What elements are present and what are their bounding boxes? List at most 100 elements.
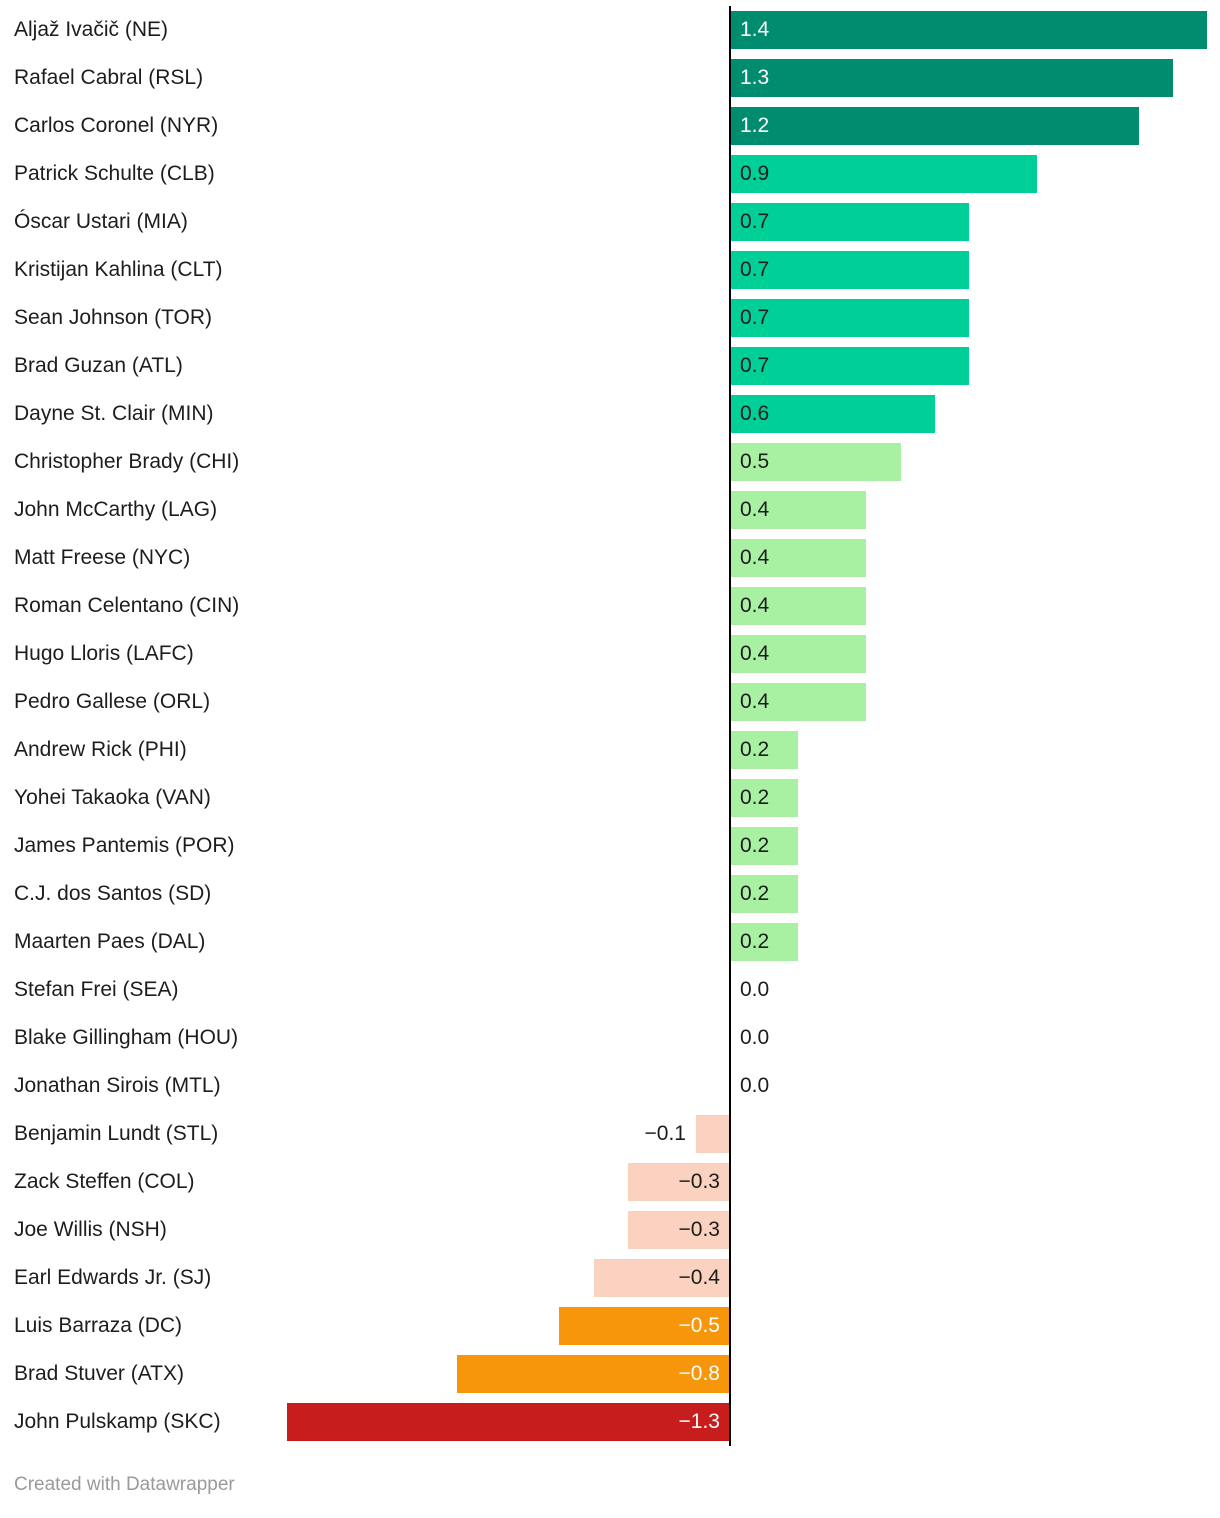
chart-row: James Pantemis (POR) 0.2 <box>0 822 1220 870</box>
category-label: Earl Edwards Jr. (SJ) <box>14 1266 212 1289</box>
chart-row: Yohei Takaoka (VAN) 0.2 <box>0 774 1220 822</box>
category-label: Aljaž Ivačič (NE) <box>14 18 169 41</box>
value-bar <box>287 1403 730 1441</box>
value-bar <box>730 203 969 241</box>
value-label: 0.5 <box>740 450 770 473</box>
value-bar <box>730 539 866 577</box>
value-label: 0.4 <box>740 594 770 617</box>
value-bar <box>628 1211 730 1249</box>
chart-rows: Aljaž Ivačič (NE) 1.4 Rafael Cabral (RSL) 1… <box>0 6 1220 1446</box>
value-label: −0.3 <box>678 1170 720 1193</box>
value-bar <box>730 779 798 817</box>
value-label: 0.7 <box>740 306 770 329</box>
chart-row: Roman Celentano (CIN) 0.4 <box>0 582 1220 630</box>
chart-row: Hugo Lloris (LAFC) 0.4 <box>0 630 1220 678</box>
value-label: 0.2 <box>740 834 770 857</box>
value-label: 1.3 <box>740 66 770 89</box>
category-label: Roman Celentano (CIN) <box>14 594 240 617</box>
value-bar <box>730 923 798 961</box>
chart-row: Aljaž Ivačič (NE) 1.4 <box>0 6 1220 54</box>
value-label: 0.4 <box>740 546 770 569</box>
value-label: −0.1 <box>644 1122 686 1145</box>
category-label: Yohei Takaoka (VAN) <box>14 786 211 809</box>
value-label: 0.2 <box>740 738 770 761</box>
value-label: −1.3 <box>678 1410 720 1433</box>
chart-row: Stefan Frei (SEA) 0.0 <box>0 966 1220 1014</box>
chart-row: Kristijan Kahlina (CLT) 0.7 <box>0 246 1220 294</box>
chart-row: Óscar Ustari (MIA) 0.7 <box>0 198 1220 246</box>
value-bar <box>730 395 935 433</box>
chart-row: Maarten Paes (DAL) 0.2 <box>0 918 1220 966</box>
value-label: 0.4 <box>740 690 770 713</box>
category-label: Rafael Cabral (RSL) <box>14 66 204 89</box>
value-label: 0.4 <box>740 642 770 665</box>
chart-row: Patrick Schulte (CLB) 0.9 <box>0 150 1220 198</box>
value-bar <box>559 1307 730 1345</box>
value-bar <box>730 347 969 385</box>
category-label: Óscar Ustari (MIA) <box>14 210 188 233</box>
value-bar <box>730 443 901 481</box>
value-bar <box>730 731 798 769</box>
category-label: Zack Steffen (COL) <box>14 1170 195 1193</box>
category-label: Joe Willis (NSH) <box>14 1218 167 1241</box>
category-label: Pedro Gallese (ORL) <box>14 690 211 713</box>
chart-row: Pedro Gallese (ORL) 0.4 <box>0 678 1220 726</box>
value-label: 0.0 <box>740 1026 770 1049</box>
value-bar <box>730 59 1173 97</box>
category-label: Sean Johnson (TOR) <box>14 306 213 329</box>
value-bar <box>730 491 866 529</box>
category-label: Dayne St. Clair (MIN) <box>14 402 214 425</box>
chart-row: Sean Johnson (TOR) 0.7 <box>0 294 1220 342</box>
chart-row: Dayne St. Clair (MIN) 0.6 <box>0 390 1220 438</box>
value-label: −0.3 <box>678 1218 720 1241</box>
value-bar <box>730 683 866 721</box>
value-label: 0.2 <box>740 882 770 905</box>
chart-row: Brad Guzan (ATL) 0.7 <box>0 342 1220 390</box>
value-bar <box>730 155 1037 193</box>
chart-row: Christopher Brady (CHI) 0.5 <box>0 438 1220 486</box>
chart-row: Andrew Rick (PHI) 0.2 <box>0 726 1220 774</box>
value-label: −0.4 <box>678 1266 720 1289</box>
chart-row: John Pulskamp (SKC) −1.3 <box>0 1398 1220 1446</box>
value-label: −0.5 <box>678 1314 720 1337</box>
value-label: 0.2 <box>740 930 770 953</box>
category-label: James Pantemis (POR) <box>14 834 235 857</box>
value-bar <box>730 587 866 625</box>
chart-row: Luis Barraza (DC) −0.5 <box>0 1302 1220 1350</box>
category-label: Carlos Coronel (NYR) <box>14 114 219 137</box>
chart-row: Joe Willis (NSH) −0.3 <box>0 1206 1220 1254</box>
value-label: 1.2 <box>740 114 770 137</box>
category-label: Maarten Paes (DAL) <box>14 930 206 953</box>
chart-row: Earl Edwards Jr. (SJ) −0.4 <box>0 1254 1220 1302</box>
value-bar <box>696 1115 730 1153</box>
value-bar <box>730 251 969 289</box>
value-bar <box>594 1259 730 1297</box>
value-bar <box>457 1355 730 1393</box>
value-bar <box>628 1163 730 1201</box>
value-bar <box>730 11 1207 49</box>
value-label: 0.7 <box>740 210 770 233</box>
category-label: Brad Guzan (ATL) <box>14 354 183 377</box>
chart-row: Blake Gillingham (HOU) 0.0 <box>0 1014 1220 1062</box>
category-label: Benjamin Lundt (STL) <box>14 1122 219 1145</box>
category-label: Hugo Lloris (LAFC) <box>14 642 194 665</box>
value-label: 0.0 <box>740 1074 770 1097</box>
value-label: 0.9 <box>740 162 770 185</box>
chart-row: Rafael Cabral (RSL) 1.3 <box>0 54 1220 102</box>
category-label: Jonathan Sirois (MTL) <box>14 1074 221 1097</box>
chart-row: Zack Steffen (COL) −0.3 <box>0 1158 1220 1206</box>
chart-row: C.J. dos Santos (SD) 0.2 <box>0 870 1220 918</box>
value-label: 0.0 <box>740 978 770 1001</box>
category-label: Luis Barraza (DC) <box>14 1314 183 1337</box>
category-label: Matt Freese (NYC) <box>14 546 191 569</box>
value-bar <box>730 827 798 865</box>
datawrapper-credit: Created with Datawrapper <box>14 1474 235 1495</box>
category-label: John McCarthy (LAG) <box>14 498 218 521</box>
value-label: 0.7 <box>740 354 770 377</box>
category-label: C.J. dos Santos (SD) <box>14 882 212 905</box>
category-label: Patrick Schulte (CLB) <box>14 162 215 185</box>
value-bar <box>730 299 969 337</box>
chart-row: Brad Stuver (ATX) −0.8 <box>0 1350 1220 1398</box>
value-label: 0.2 <box>740 786 770 809</box>
chart-row: Benjamin Lundt (STL) −0.1 <box>0 1110 1220 1158</box>
